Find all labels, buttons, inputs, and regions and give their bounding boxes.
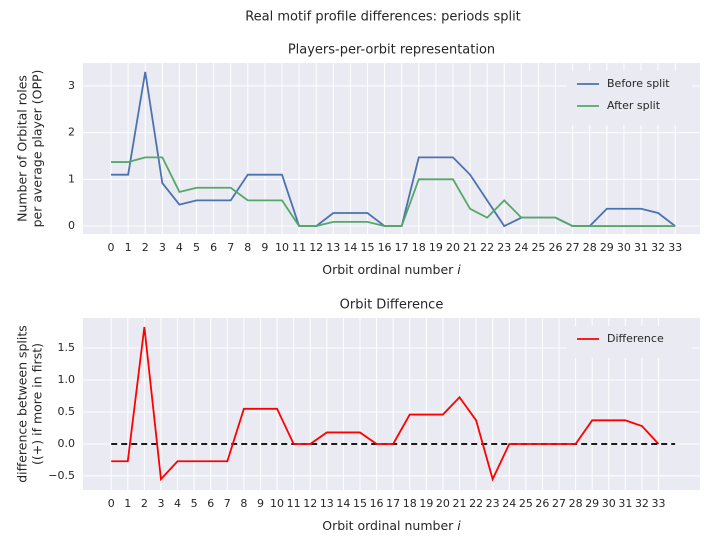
x-tick-label: 15	[360, 241, 374, 254]
y-axis-label: per average player (OPP)	[30, 70, 45, 228]
x-tick-label: 20	[446, 241, 460, 254]
x-tick-label: 30	[602, 497, 616, 510]
x-tick-label: 14	[343, 241, 357, 254]
x-tick-label: 0	[108, 497, 115, 510]
y-tick-label: 1.5	[58, 341, 76, 354]
x-tick-label: 9	[261, 241, 268, 254]
x-tick-label: 0	[108, 241, 115, 254]
x-tick-label: 9	[257, 497, 264, 510]
x-tick-label: 20	[436, 497, 450, 510]
x-tick-label: 32	[651, 241, 665, 254]
x-tick-label: 8	[244, 241, 251, 254]
x-tick-label: 12	[303, 497, 317, 510]
x-tick-label: 27	[566, 241, 580, 254]
x-tick-label: 11	[287, 497, 301, 510]
y-tick-label: 3	[68, 79, 75, 92]
x-tick-label: 7	[224, 497, 231, 510]
series-line	[111, 156, 676, 227]
y-tick-label: 1	[68, 172, 75, 185]
x-tick-label: 23	[486, 497, 500, 510]
y-tick-label: 0.0	[58, 437, 76, 450]
x-tick-label: 31	[634, 241, 648, 254]
x-tick-label: 4	[174, 497, 181, 510]
x-tick-label: 25	[531, 241, 545, 254]
x-tick-label: 26	[549, 241, 563, 254]
legend-label: Difference	[607, 332, 664, 345]
legend	[567, 326, 692, 358]
figure-title: Real motif profile differences: periods …	[245, 10, 521, 25]
x-tick-label: 13	[326, 241, 340, 254]
x-tick-label: 10	[270, 497, 284, 510]
x-axis-label-text: Orbit ordinal number	[322, 262, 454, 277]
x-tick-label: 32	[635, 497, 649, 510]
x-tick-label: 22	[480, 241, 494, 254]
x-tick-label: 11	[292, 241, 306, 254]
x-tick-label: 14	[336, 497, 350, 510]
x-tick-label: 8	[240, 497, 247, 510]
axes-title: Players-per-orbit representation	[288, 43, 495, 58]
series-line	[111, 326, 660, 482]
legend-label: After split	[607, 99, 661, 112]
x-tick-label: 29	[585, 497, 599, 510]
x-tick-label: 18	[403, 497, 417, 510]
x-tick-label: 6	[210, 241, 217, 254]
x-tick-label: 2	[141, 497, 148, 510]
x-tick-label: 30	[617, 241, 631, 254]
x-tick-label: 29	[600, 241, 614, 254]
x-tick-label: 25	[519, 497, 533, 510]
x-tick-label: 3	[157, 497, 164, 510]
x-tick-label: 16	[378, 241, 392, 254]
y-tick-label: 2	[68, 126, 75, 139]
x-axis-label-text: Orbit ordinal number	[322, 518, 454, 533]
x-tick-label: 22	[469, 497, 483, 510]
x-tick-label: 19	[419, 497, 433, 510]
y-tick-label: 1.0	[58, 373, 76, 386]
x-tick-label: 1	[125, 241, 132, 254]
legend-label: Before split	[607, 77, 670, 90]
x-tick-label: 31	[618, 497, 632, 510]
x-tick-label: 33	[668, 241, 682, 254]
x-tick-label: 2	[142, 241, 149, 254]
y-tick-label: 0	[68, 219, 75, 232]
x-tick-label: 15	[353, 497, 367, 510]
y-tick-label: −0.5	[48, 469, 75, 482]
y-axis-label: difference between splits	[15, 325, 30, 483]
y-axis-label: Number of Orbital roles	[15, 75, 30, 222]
x-tick-label: 5	[191, 497, 198, 510]
x-tick-label: 26	[535, 497, 549, 510]
x-tick-label: 33	[652, 497, 666, 510]
x-tick-label: 10	[275, 241, 289, 254]
x-tick-label: 6	[207, 497, 214, 510]
x-tick-label: 1	[124, 497, 131, 510]
x-tick-label: 24	[514, 241, 528, 254]
x-axis-label-var: i	[457, 518, 461, 533]
x-tick-label: 4	[176, 241, 183, 254]
x-tick-label: 21	[453, 497, 467, 510]
x-tick-label: 23	[497, 241, 511, 254]
x-tick-label: 12	[309, 241, 323, 254]
x-tick-label: 18	[412, 241, 426, 254]
x-axis-label: Orbit ordinal number i	[322, 518, 461, 533]
x-axis-label-var: i	[457, 262, 461, 277]
x-tick-label: 17	[386, 497, 400, 510]
y-tick-label: 0.5	[58, 405, 76, 418]
x-tick-label: 27	[552, 497, 566, 510]
x-tick-label: 13	[320, 497, 334, 510]
x-tick-label: 24	[502, 497, 516, 510]
x-tick-label: 28	[569, 497, 583, 510]
y-axis-label: ((+) if more in first)	[30, 343, 45, 465]
x-tick-label: 19	[429, 241, 443, 254]
x-tick-label: 7	[227, 241, 234, 254]
x-tick-label: 5	[193, 241, 200, 254]
axes-title: Orbit Difference	[340, 298, 444, 313]
x-tick-label: 21	[463, 241, 477, 254]
x-axis-label: Orbit ordinal number i	[322, 262, 461, 277]
x-tick-label: 3	[159, 241, 166, 254]
x-tick-label: 28	[583, 241, 597, 254]
x-tick-label: 17	[395, 241, 409, 254]
x-tick-label: 16	[370, 497, 384, 510]
